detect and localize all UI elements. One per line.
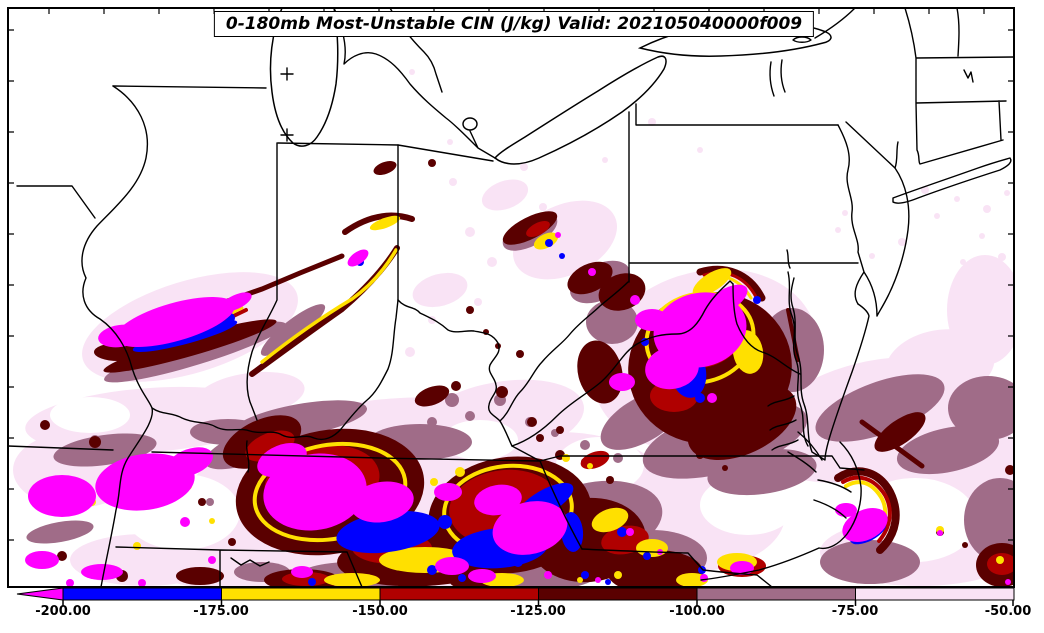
colorbar (16, 587, 1015, 606)
cin-field-magenta (25, 232, 1011, 587)
lake-st-clair (462, 117, 478, 131)
colorbar-segment (62, 587, 222, 601)
colorbar-ticks (62, 600, 1014, 606)
colorbar-segment (696, 587, 856, 601)
plot-title-box: 0-180mb Most-Unstable CIN (J/kg) Valid: … (213, 11, 815, 37)
colorbar-tick-label: -150.00 (352, 604, 408, 619)
colorbar-tick-label: -125.00 (510, 604, 566, 619)
state-borders (8, 8, 1014, 587)
colorbar-tick-label: -75.00 (831, 604, 879, 619)
colorbar-segment (538, 587, 698, 601)
colorbar-segment (379, 587, 539, 601)
lake-erie (493, 55, 667, 165)
colorbar-tick-label: -175.00 (193, 604, 249, 619)
map-frame (7, 7, 1015, 588)
colorbar-segment (855, 587, 1015, 601)
plot-title: 0-180mb Most-Unstable CIN (J/kg) Valid: … (225, 14, 803, 34)
colorbar-tick-label: -100.00 (669, 604, 725, 619)
lake-michigan (269, 8, 339, 147)
colorbar-tick-label: -200.00 (35, 604, 91, 619)
frame-ticks (8, 8, 1014, 541)
colorbar-underflow-arrow (16, 587, 64, 601)
colorbar-tick-label: -50.00 (984, 604, 1032, 619)
colorbar-segment (221, 587, 381, 601)
